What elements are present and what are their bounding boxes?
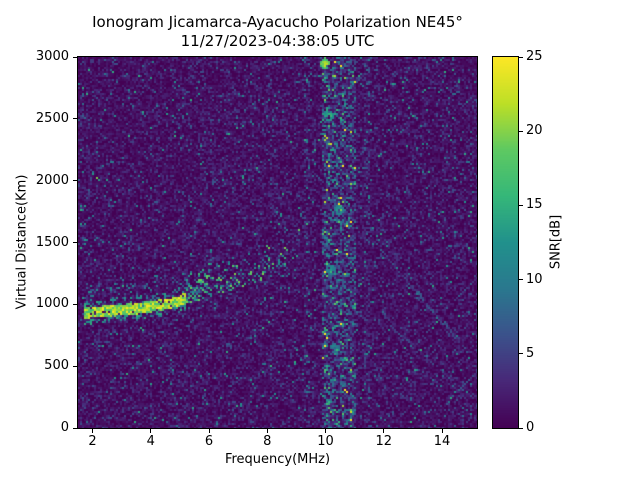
x-tick-mark [208, 429, 210, 433]
x-tick-mark [266, 429, 268, 433]
y-tick-mark [73, 427, 77, 429]
colorbar-tick-label: 10 [526, 271, 543, 287]
ionogram-heatmap-canvas [78, 57, 477, 428]
colorbar-tick-label: 20 [526, 123, 543, 139]
x-tick-label: 4 [146, 434, 155, 449]
x-tick-label: 6 [204, 434, 214, 449]
y-tick-mark [73, 180, 77, 182]
colorbar-tick-label: 5 [526, 345, 535, 361]
y-tick-label: 500 [44, 358, 69, 374]
x-tick-label: 12 [375, 434, 393, 449]
chart-subtitle: 11/27/2023-04:38:05 UTC [180, 32, 375, 50]
y-tick-label: 2000 [35, 172, 69, 188]
y-tick-label: 3000 [35, 49, 69, 64]
colorbar-tick-mark [519, 56, 523, 58]
y-tick-mark [73, 56, 77, 58]
colorbar-tick-mark [519, 279, 523, 281]
x-tick-mark [150, 429, 152, 433]
colorbar [492, 56, 519, 429]
x-tick-label: 8 [263, 434, 272, 449]
y-tick-mark [73, 118, 77, 120]
chart-title: Ionogram Jicamarca-Ayacucho Polarization… [92, 13, 463, 31]
heatmap-plot-area [77, 56, 478, 429]
x-tick-label: 14 [433, 434, 451, 449]
colorbar-tick-mark [519, 353, 523, 355]
colorbar-tick-mark [519, 204, 523, 206]
y-tick-mark [73, 303, 77, 305]
x-axis-label: Frequency(MHz) [224, 452, 331, 467]
colorbar-gradient-canvas [493, 57, 518, 428]
x-tick-mark [383, 429, 385, 433]
y-tick-label: 1000 [35, 296, 69, 312]
colorbar-label: SNR[dB] [548, 214, 564, 270]
colorbar-tick-mark [519, 427, 523, 429]
x-tick-mark [441, 429, 443, 433]
colorbar-tick-mark [519, 130, 523, 132]
x-tick-label: 10 [317, 434, 334, 449]
y-tick-mark [73, 365, 77, 367]
x-tick-mark [325, 429, 327, 433]
colorbar-tick-label: 15 [526, 197, 543, 213]
colorbar-tick-label: 25 [526, 49, 543, 64]
x-tick-label: 2 [88, 434, 97, 449]
y-tick-mark [73, 242, 77, 243]
x-tick-mark [92, 429, 94, 433]
y-tick-label: 2500 [35, 110, 69, 126]
y-tick-label: 0 [60, 420, 69, 435]
colorbar-tick-label: 0 [526, 420, 535, 435]
y-tick-label: 1500 [35, 234, 69, 250]
